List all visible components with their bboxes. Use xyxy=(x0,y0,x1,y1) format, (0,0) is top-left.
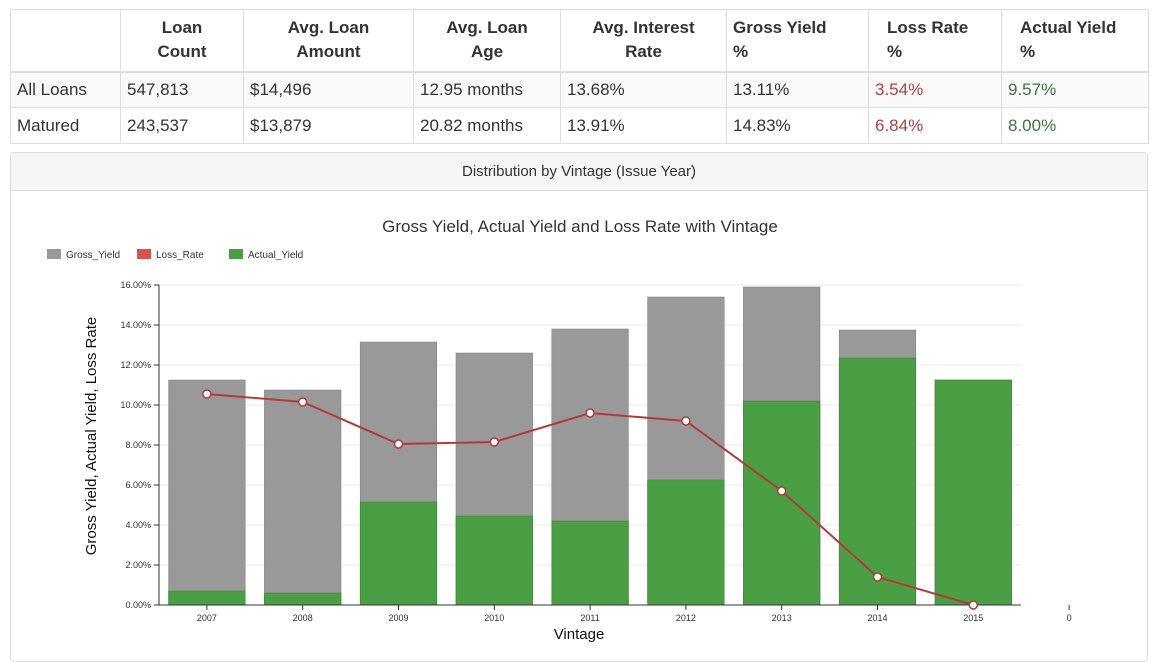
actual-yield-bar-2015 xyxy=(934,379,1012,606)
y-tick-label: 2.00% xyxy=(125,560,151,570)
loss-rate-point-2007 xyxy=(202,389,212,399)
y-axis-label: Gross Yield, Actual Yield, Loss Rate xyxy=(83,317,100,555)
legend-label-gross-yield: Gross_Yield xyxy=(66,250,120,261)
header-actual-yield: Actual Yield% xyxy=(1001,9,1149,73)
y-tick-label: 12.00% xyxy=(120,360,151,370)
y-tick-label: 8.00% xyxy=(125,440,151,450)
row-label: All Loans xyxy=(10,71,121,108)
legend-label-actual-yield: Actual_Yield xyxy=(248,250,303,261)
vintage-panel: Distribution by Vintage (Issue Year) Gro… xyxy=(10,152,1148,662)
x-tick-label-2009: 2009 xyxy=(388,613,408,623)
actual-yield-bar-2010 xyxy=(455,515,533,606)
y-tick-label: 10.00% xyxy=(120,400,151,410)
table-row-matured: Matured 243,537 $13,879 20.82 months 13.… xyxy=(10,107,1149,144)
x-tick-label-2013: 2013 xyxy=(772,613,792,623)
header-cell-blank xyxy=(10,9,121,73)
actual-yield-bar-2008 xyxy=(264,592,342,606)
loss-rate-point-2011 xyxy=(585,408,595,418)
header-gross-yield: Gross Yield% xyxy=(726,9,869,73)
x-tick-label-2012: 2012 xyxy=(676,613,696,623)
y-tick-label: 0.00% xyxy=(125,600,151,610)
x-tick-label-2015: 2015 xyxy=(963,613,983,623)
actual-yield-bar-2011 xyxy=(551,520,629,606)
actual-yield-bar-2014 xyxy=(838,357,917,606)
y-tick-label: 6.00% xyxy=(125,480,151,490)
chart-title: Gross Yield, Actual Yield and Loss Rate … xyxy=(382,217,778,236)
loss-rate-point-2008 xyxy=(297,397,308,407)
cell-loan-count: 243,537 xyxy=(120,107,244,144)
chart-legend: Gross_Yield Loss_Rate Actual_Yield xyxy=(47,249,303,261)
cell-avg-loan-amount: $13,879 xyxy=(243,107,414,144)
y-tick-label: 16.00% xyxy=(120,280,151,290)
header-avg-interest-rate: Avg. Interest Rate xyxy=(560,9,727,73)
chart-bars xyxy=(168,286,1012,606)
gross-yield-bar-2007 xyxy=(168,379,246,606)
cell-avg-interest-rate: 13.68% xyxy=(560,71,727,108)
actual-yield-bar-2007 xyxy=(168,590,246,606)
loss-rate-point-2013 xyxy=(776,486,787,496)
actual-yield-bar-2012 xyxy=(647,479,725,606)
loss-rate-point-2012 xyxy=(681,416,691,426)
loss-rate-point-2014 xyxy=(872,572,883,582)
legend-label-loss-rate: Loss_Rate xyxy=(156,250,204,261)
row-label: Matured xyxy=(10,107,121,144)
header-loan-count: Loan Count xyxy=(120,9,244,73)
table-header-row: Loan Count Avg. Loan Amount Avg. Loan Age A… xyxy=(10,9,1149,73)
cell-loss-rate: 6.84% xyxy=(868,107,1002,144)
header-avg-loan-amount: Avg. Loan Amount xyxy=(243,9,414,73)
y-tick-label: 14.00% xyxy=(120,320,151,330)
legend-swatch-actual-yield xyxy=(229,249,243,259)
cell-actual-yield: 8.00% xyxy=(1001,107,1149,144)
x-tick-label-0: 0 xyxy=(1067,613,1072,623)
vintage-chart: Gross Yield, Actual Yield and Loss Rate … xyxy=(47,217,1072,643)
x-tick-label-2014: 2014 xyxy=(867,613,887,623)
x-tick-label-2010: 2010 xyxy=(484,613,504,623)
cell-avg-loan-age: 12.95 months xyxy=(413,71,561,108)
y-tick-label: 4.00% xyxy=(125,520,151,530)
loss-rate-point-2009 xyxy=(393,439,404,449)
actual-yield-bar-2009 xyxy=(359,501,438,606)
gross-yield-bar-2008 xyxy=(264,389,342,606)
loss-rate-point-2010 xyxy=(489,437,500,447)
cell-avg-loan-age: 20.82 months xyxy=(413,107,561,144)
legend-swatch-loss-rate xyxy=(137,249,151,259)
loss-rate-line xyxy=(202,389,979,610)
x-axis-label: Vintage xyxy=(554,626,605,643)
x-tick-label-2008: 2008 xyxy=(293,613,313,623)
table-row-all-loans: All Loans 547,813 $14,496 12.95 months 1… xyxy=(10,71,1149,108)
cell-gross-yield: 13.11% xyxy=(726,71,869,108)
loan-summary-table: Loan Count Avg. Loan Amount Avg. Loan Age A… xyxy=(10,9,1149,144)
header-avg-loan-age: Avg. Loan Age xyxy=(413,9,561,73)
cell-loss-rate: 3.54% xyxy=(868,71,1002,108)
actual-yield-bar-2013 xyxy=(743,400,821,606)
cell-avg-interest-rate: 13.91% xyxy=(560,107,727,144)
header-loss-rate: Loss Rate% xyxy=(868,9,1002,73)
cell-gross-yield: 14.83% xyxy=(726,107,869,144)
loss-rate-point-2015 xyxy=(968,600,979,610)
panel-heading: Distribution by Vintage (Issue Year) xyxy=(11,153,1147,191)
chart-axes: 0.00% 2.00% 4.00% 6.00% 8.00% 10.00% 12.00% 14.… xyxy=(120,280,1071,623)
cell-avg-loan-amount: $14,496 xyxy=(243,71,414,108)
cell-loan-count: 547,813 xyxy=(120,71,244,108)
cell-actual-yield: 9.57% xyxy=(1001,71,1149,108)
legend-swatch-gross-yield xyxy=(47,249,61,259)
x-tick-label-2011: 2011 xyxy=(580,613,599,623)
x-tick-label-2007: 2007 xyxy=(197,613,217,623)
